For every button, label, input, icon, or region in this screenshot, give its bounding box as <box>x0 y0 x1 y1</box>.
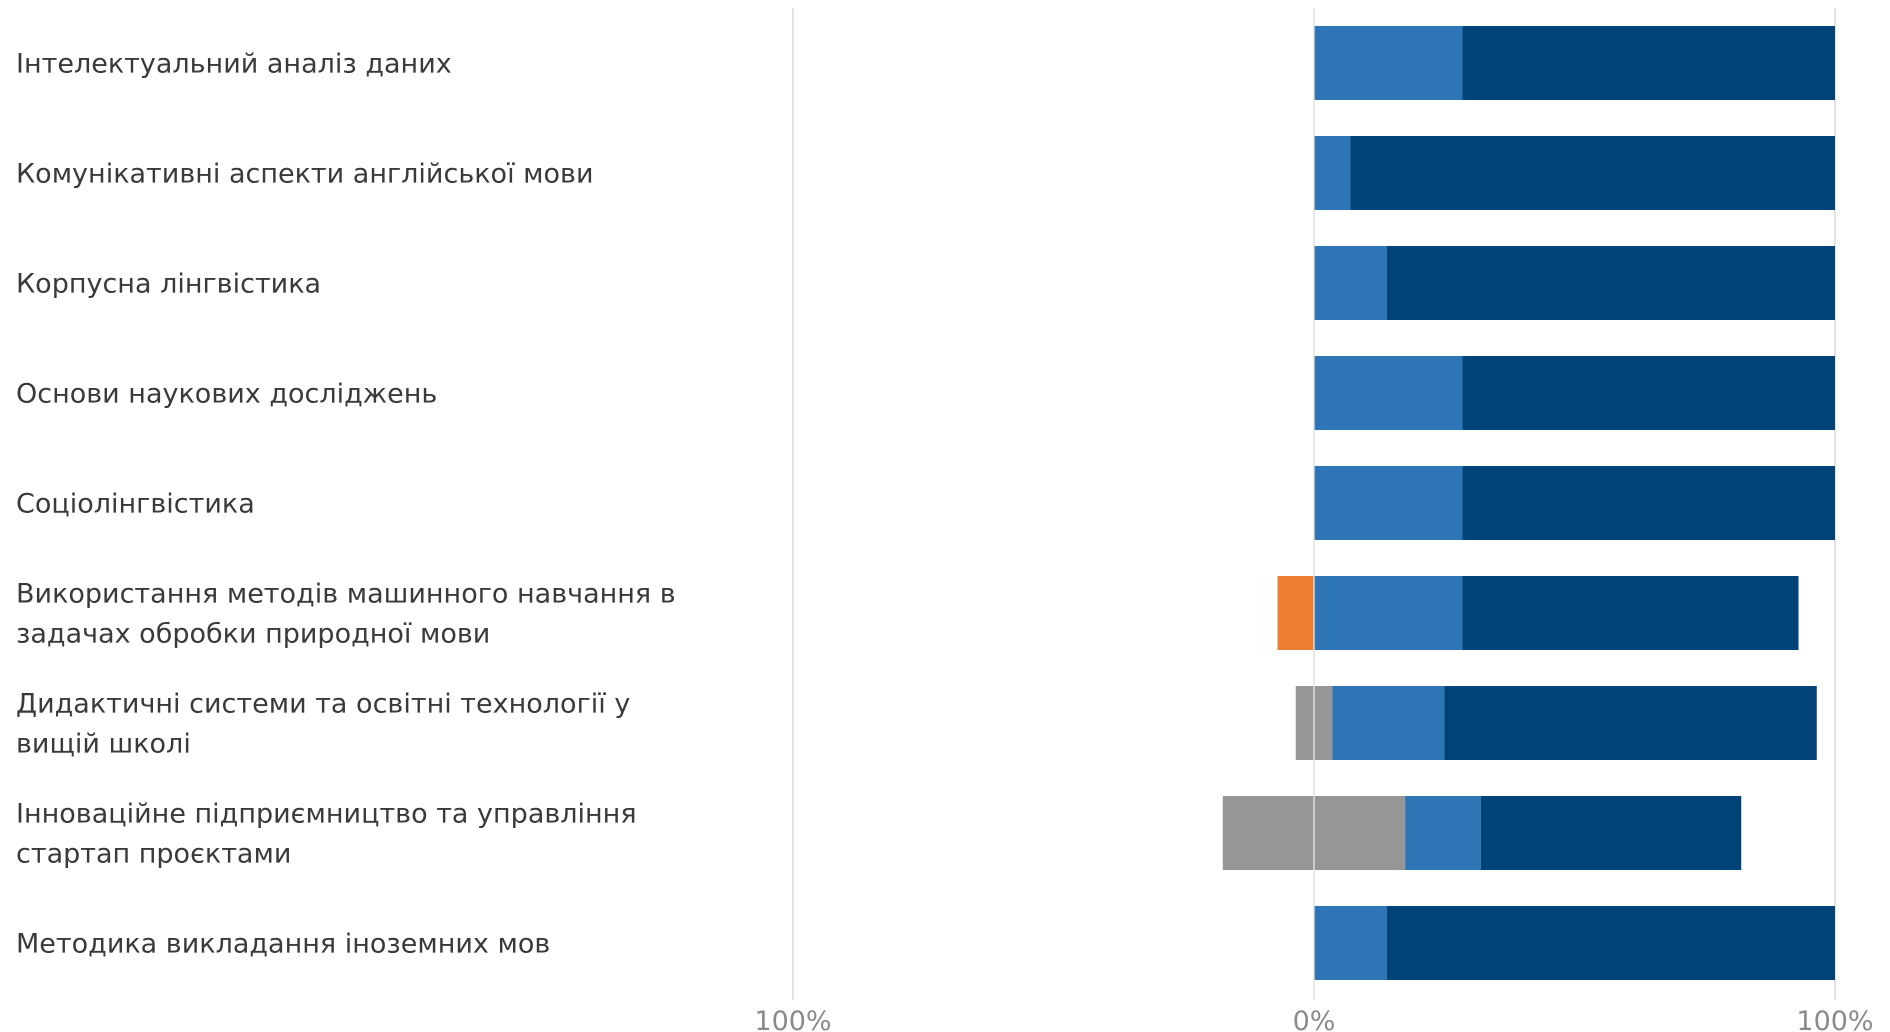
bar-segment <box>1480 796 1742 870</box>
bar-segment <box>1462 356 1835 430</box>
bar-segment <box>1332 686 1445 760</box>
category-label: Корпусна лінгвістика <box>16 269 321 300</box>
bar-segment <box>1314 796 1406 870</box>
category-label: Методика викладання іноземних мов <box>16 929 550 960</box>
bar-segment <box>1444 686 1817 760</box>
bar-segment <box>1314 246 1387 320</box>
bar-segment <box>1314 466 1463 540</box>
bar-segment <box>1314 576 1463 650</box>
category-label: Використання методів машинного навчання … <box>16 579 676 650</box>
bar-segment <box>1350 136 1835 210</box>
category-label: Дидактичні системи та освітні технології… <box>16 689 630 760</box>
bar-segment <box>1405 796 1481 870</box>
category-label: Комунікативні аспекти англійської мови <box>16 159 594 190</box>
bar-segment <box>1295 686 1314 760</box>
x-tick-label: 100% <box>754 1006 831 1032</box>
category-label: Основи наукових досліджень <box>16 379 437 410</box>
x-tick-label: 100% <box>1796 1006 1873 1032</box>
bar-segment <box>1462 466 1835 540</box>
bar-segment <box>1386 246 1835 320</box>
category-label: Інноваційне підприємництво та управління… <box>16 799 637 870</box>
category-label: Соціолінгвістика <box>16 489 255 520</box>
bar-segment <box>1462 576 1799 650</box>
bar-segment <box>1314 136 1351 210</box>
bar-segment <box>1386 906 1835 980</box>
bar-segment <box>1314 686 1333 760</box>
bar-segment <box>1314 26 1463 100</box>
bar-segment <box>1314 356 1463 430</box>
x-tick-label: 0% <box>1293 1006 1336 1032</box>
bar-segment <box>1462 26 1835 100</box>
bar-segment <box>1222 796 1314 870</box>
bar-segment <box>1314 906 1387 980</box>
category-label: Інтелектуальний аналіз даних <box>16 49 452 80</box>
bar-segment <box>1277 576 1314 650</box>
